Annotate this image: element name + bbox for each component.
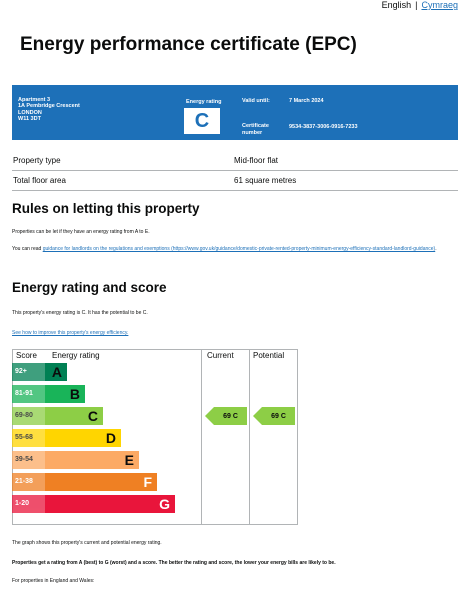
chart-divider-potential bbox=[249, 349, 250, 525]
landlord-guidance-link[interactable]: guidance for landlords on the regulation… bbox=[42, 246, 436, 252]
band-letter-bar: E bbox=[45, 451, 139, 469]
band-score-label: 81-91 bbox=[12, 385, 45, 403]
england-wales-note: For properties in England and Wales: bbox=[12, 578, 95, 584]
rules-guidance-paragraph: You can read guidance for landlords on t… bbox=[12, 246, 458, 253]
energy-rating-chart: Score Energy rating Current Potential 92… bbox=[12, 349, 458, 525]
row-value: 61 square metres bbox=[234, 176, 297, 185]
band-letter-bar: B bbox=[45, 385, 85, 403]
current-rating-marker-label: 69 C bbox=[214, 407, 247, 425]
band-score-label: 69-80 bbox=[12, 407, 45, 425]
energy-rating-paragraph: This property's energy rating is C. It h… bbox=[12, 310, 148, 316]
band-score-label: 39-54 bbox=[12, 451, 45, 469]
address-line: Apartment 3 bbox=[18, 97, 51, 103]
chart-border-top bbox=[12, 349, 298, 350]
band-letter-bar: C bbox=[45, 407, 103, 425]
language-switcher: English | Cymraeg bbox=[382, 0, 458, 10]
certificate-label-line: number bbox=[242, 129, 263, 136]
valid-until-value: 7 March 2024 bbox=[289, 98, 324, 104]
band-letter-bar: F bbox=[45, 473, 157, 491]
column-header-current: Current bbox=[207, 351, 234, 360]
language-welsh-link[interactable]: Cymraeg bbox=[421, 0, 458, 10]
band-letter-bar: D bbox=[45, 429, 121, 447]
row-key: Property type bbox=[13, 156, 61, 165]
chart-border-right bbox=[297, 349, 298, 525]
certificate-label-line: Certificate bbox=[242, 123, 269, 129]
property-type-row: Property type Mid-floor flat bbox=[12, 150, 458, 171]
improve-efficiency-link[interactable]: See how to improve this property's energ… bbox=[12, 330, 129, 336]
band-score-label: 21-38 bbox=[12, 473, 45, 491]
energy-rating-letter: C bbox=[194, 109, 210, 132]
rating-explanation: Properties get a rating from A (best) to… bbox=[12, 560, 336, 566]
column-header-energy-rating: Energy rating bbox=[52, 351, 100, 360]
chart-border-bottom bbox=[12, 524, 298, 525]
band-score-label: 55-68 bbox=[12, 429, 45, 447]
language-english: English bbox=[381, 0, 412, 10]
energy-rating-badge: C bbox=[184, 108, 220, 134]
potential-rating-marker-label: 69 C bbox=[262, 407, 295, 425]
current-rating-marker-tip bbox=[205, 407, 214, 425]
address-line: 1A Pembridge Crescent bbox=[18, 103, 80, 110]
column-header-potential: Potential bbox=[253, 351, 285, 360]
rules-guidance-suffix: . bbox=[435, 246, 437, 252]
energy-rating-heading: Energy rating and score bbox=[12, 280, 167, 295]
chart-note: The graph shows this property's current … bbox=[12, 540, 162, 546]
epc-summary-box: Apartment 3 1A Pembridge Crescent LONDON… bbox=[12, 85, 458, 140]
band-score-label: 1-20 bbox=[12, 495, 45, 513]
row-key: Total floor area bbox=[13, 176, 66, 185]
potential-rating-marker-tip bbox=[253, 407, 262, 425]
rules-guidance-prefix: You can read bbox=[12, 246, 43, 252]
current-rating-marker: 69 C bbox=[205, 407, 247, 425]
column-header-score: Score bbox=[16, 351, 37, 360]
band-letter-bar: A bbox=[45, 363, 67, 381]
address-line: LONDON bbox=[18, 109, 42, 116]
rules-heading: Rules on letting this property bbox=[12, 201, 200, 216]
chart-divider-current bbox=[201, 349, 202, 525]
band-score-label: 92+ bbox=[12, 363, 45, 381]
address-line: W11 3DT bbox=[18, 115, 41, 122]
certificate-number-value: 9534-3837-3006-0916-7233 bbox=[289, 124, 358, 130]
band-letter-bar: G bbox=[45, 495, 175, 513]
rules-paragraph: Properties can be let if they have an en… bbox=[12, 229, 150, 235]
floor-area-row: Total floor area 61 square metres bbox=[12, 170, 458, 191]
row-value: Mid-floor flat bbox=[234, 156, 279, 165]
language-separator: | bbox=[415, 0, 418, 10]
energy-rating-label: Energy rating bbox=[186, 99, 222, 105]
valid-until-label: Valid until: bbox=[242, 98, 270, 104]
certificate-number-label: Certificate number bbox=[242, 123, 269, 136]
page-title: Energy performance certificate (EPC) bbox=[20, 34, 357, 55]
potential-rating-marker: 69 C bbox=[253, 407, 295, 425]
property-address: Apartment 3 1A Pembridge Crescent LONDON… bbox=[18, 97, 80, 122]
